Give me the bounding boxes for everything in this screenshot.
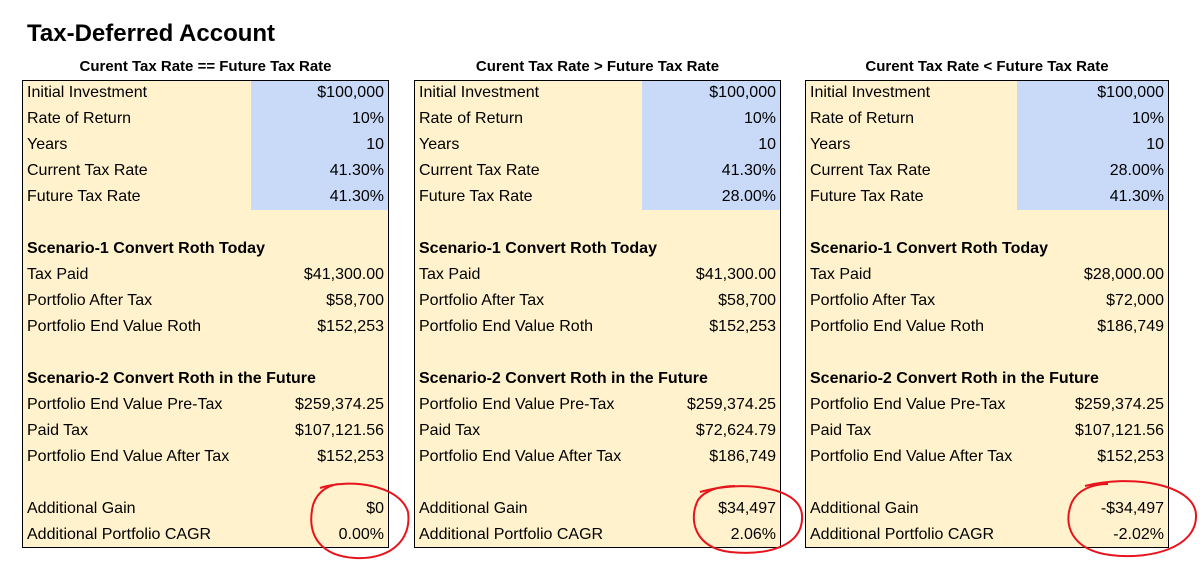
row-value: $72,000 [1106, 292, 1164, 309]
row-label: Years [27, 136, 68, 153]
row-value: $152,253 [317, 318, 384, 335]
row-value: $152,253 [317, 448, 384, 465]
row-value: $259,374.25 [1075, 396, 1164, 413]
row-value: $34,497 [718, 500, 776, 517]
row-value: $28,000.00 [1083, 266, 1164, 283]
row-value: $186,749 [709, 448, 776, 465]
row-value: -$34,497 [1100, 500, 1164, 517]
row-value: $259,374.25 [687, 396, 776, 413]
row-value: $100,000 [709, 84, 776, 101]
row-value: 41.30% [329, 162, 384, 179]
row-label: Portfolio End Value Roth [419, 318, 594, 335]
row-label: Portfolio End Value Pre-Tax [810, 396, 1006, 413]
row-label: Initial Investment [419, 84, 540, 101]
panel-header: Curent Tax Rate == Future Tax Rate [79, 58, 332, 75]
row-label: Paid Tax [419, 422, 481, 439]
row-label: Portfolio End Value After Tax [419, 448, 622, 465]
row-label: Rate of Return [419, 110, 524, 127]
row-value: 10% [351, 110, 384, 127]
row-value: $58,700 [326, 292, 384, 309]
row-value: 41.30% [1109, 188, 1164, 205]
row-label: Portfolio End Value Roth [27, 318, 202, 335]
row-value: $0 [366, 500, 384, 517]
row-value: $41,300.00 [303, 266, 384, 283]
row-label: Future Tax Rate [810, 188, 924, 205]
row-value: $41,300.00 [695, 266, 776, 283]
row-value: 0.00% [338, 526, 384, 543]
row-label: Portfolio After Tax [810, 292, 936, 309]
section-title: Scenario-1 Convert Roth Today [419, 240, 657, 257]
row-value: 41.30% [721, 162, 776, 179]
row-value: 10% [1131, 110, 1164, 127]
row-label: Tax Paid [810, 266, 872, 283]
row-value: $72,624.79 [695, 422, 776, 439]
row-label: Portfolio End Value After Tax [27, 448, 230, 465]
row-value: $152,253 [1097, 448, 1164, 465]
row-label: Additional Portfolio CAGR [810, 526, 995, 543]
row-value: $100,000 [1097, 84, 1164, 101]
row-label: Initial Investment [810, 84, 931, 101]
section-title: Scenario-1 Convert Roth Today [27, 240, 265, 257]
row-label: Years [419, 136, 460, 153]
row-label: Portfolio After Tax [27, 292, 153, 309]
row-label: Portfolio End Value Pre-Tax [419, 396, 615, 413]
row-value: $186,749 [1097, 318, 1164, 335]
row-value: 41.30% [329, 188, 384, 205]
row-value: $107,121.56 [295, 422, 384, 439]
row-value: $58,700 [718, 292, 776, 309]
row-label: Initial Investment [27, 84, 148, 101]
row-label: Additional Gain [810, 500, 919, 517]
section-title: Scenario-1 Convert Roth Today [810, 240, 1048, 257]
row-label: Additional Gain [27, 500, 136, 517]
row-label: Current Tax Rate [27, 162, 148, 179]
row-label: Portfolio End Value Roth [810, 318, 985, 335]
row-label: Additional Portfolio CAGR [419, 526, 604, 543]
row-label: Paid Tax [810, 422, 872, 439]
section-title: Scenario-2 Convert Roth in the Future [419, 370, 708, 387]
row-value: $107,121.56 [1075, 422, 1164, 439]
row-value: -2.02% [1113, 526, 1164, 543]
row-label: Additional Gain [419, 500, 528, 517]
row-value: $100,000 [317, 84, 384, 101]
row-value: $152,253 [709, 318, 776, 335]
row-label: Years [810, 136, 851, 153]
row-value: $259,374.25 [295, 396, 384, 413]
row-value: 10% [743, 110, 776, 127]
input-fill [642, 81, 780, 210]
row-label: Portfolio End Value Pre-Tax [27, 396, 223, 413]
row-label: Rate of Return [27, 110, 132, 127]
row-label: Future Tax Rate [419, 188, 533, 205]
row-label: Tax Paid [27, 266, 89, 283]
section-title: Scenario-2 Convert Roth in the Future [810, 370, 1099, 387]
row-value: 10 [1146, 136, 1164, 153]
row-value: 10 [758, 136, 776, 153]
row-label: Future Tax Rate [27, 188, 141, 205]
row-label: Current Tax Rate [419, 162, 540, 179]
row-label: Tax Paid [419, 266, 481, 283]
input-fill [1017, 81, 1168, 210]
row-label: Portfolio End Value After Tax [810, 448, 1013, 465]
row-label: Rate of Return [810, 110, 915, 127]
title: Tax-Deferred Account [27, 20, 276, 47]
input-fill [251, 81, 388, 210]
row-label: Current Tax Rate [810, 162, 931, 179]
panel-header: Curent Tax Rate > Future Tax Rate [475, 58, 720, 75]
row-label: Portfolio After Tax [419, 292, 545, 309]
row-label: Additional Portfolio CAGR [27, 526, 212, 543]
row-value: 28.00% [721, 188, 776, 205]
panel-header: Curent Tax Rate < Future Tax Rate [865, 58, 1109, 75]
row-value: 2.06% [730, 526, 776, 543]
row-label: Paid Tax [27, 422, 89, 439]
section-title: Scenario-2 Convert Roth in the Future [27, 370, 316, 387]
row-value: 28.00% [1109, 162, 1164, 179]
row-value: 10 [366, 136, 384, 153]
